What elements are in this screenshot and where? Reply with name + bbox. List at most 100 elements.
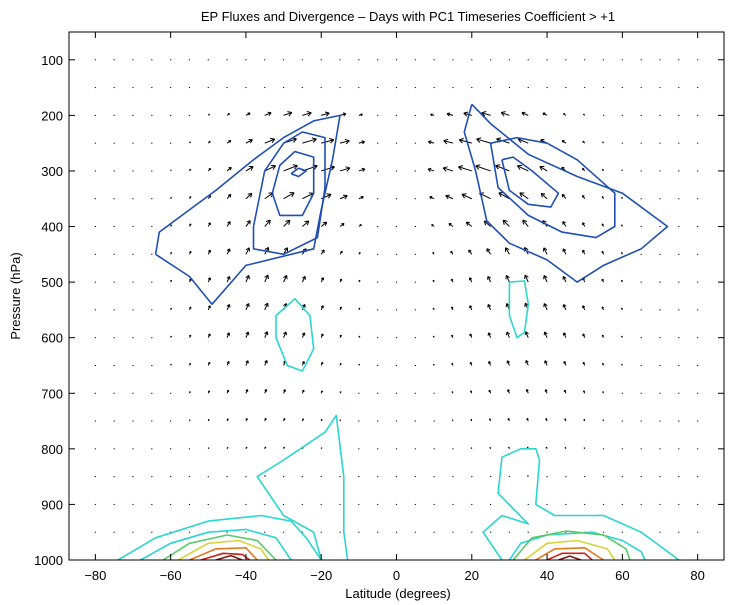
flux-arrow	[283, 219, 291, 227]
x-tick-label: 80	[690, 568, 704, 583]
flux-arrow	[448, 222, 454, 227]
flux-arrow	[339, 362, 342, 366]
flux-arrow	[170, 363, 172, 366]
flux-arrow	[432, 363, 435, 366]
flux-arrow	[320, 418, 323, 422]
contour-line-orange	[189, 547, 258, 560]
y-tick-label: 400	[41, 220, 63, 235]
flux-arrow	[583, 447, 586, 450]
flux-arrow	[207, 447, 210, 450]
flux-arrow	[189, 250, 192, 255]
flux-arrow	[432, 279, 435, 283]
flux-arrow	[470, 447, 473, 450]
x-tick-label: 20	[465, 568, 479, 583]
flux-arrow	[358, 113, 363, 117]
flux-arrow	[451, 419, 454, 422]
flux-arrow	[544, 389, 548, 394]
y-tick-label: 1000	[34, 553, 63, 568]
flux-arrow	[562, 248, 567, 255]
contour-line-yellow	[524, 539, 616, 560]
flux-arrow	[264, 219, 271, 227]
flux-arrow	[226, 140, 232, 144]
flux-arrow	[226, 166, 232, 172]
flux-arrow	[226, 221, 231, 227]
flux-arrow	[264, 475, 266, 477]
flux-arrow	[486, 248, 492, 255]
x-tick-label: −80	[84, 568, 106, 583]
flux-arrow	[245, 331, 250, 338]
flux-arrow	[245, 389, 249, 394]
flux-arrow	[245, 220, 251, 227]
flux-arrow	[226, 304, 231, 311]
chart-title: EP Fluxes and Divergence – Days with PC1…	[201, 9, 615, 24]
flux-arrow	[339, 222, 345, 227]
flux-arrow	[358, 224, 362, 227]
flux-arrow	[302, 111, 312, 117]
flux-arrow	[170, 307, 173, 311]
flux-arrow	[508, 446, 510, 450]
flux-arrow	[601, 362, 604, 366]
flux-arrow	[245, 139, 253, 144]
flux-arrow	[561, 193, 567, 200]
flux-arrow	[465, 221, 473, 227]
flux-arrow	[562, 221, 567, 227]
x-tick-label: −40	[235, 568, 257, 583]
flux-arrow	[320, 221, 328, 227]
flux-arrow	[207, 305, 211, 311]
flux-arrow	[320, 361, 324, 366]
flux-arrow	[469, 361, 473, 366]
flux-arrow	[506, 360, 510, 366]
flux-arrow	[189, 223, 192, 227]
flux-arrow	[226, 193, 232, 200]
flux-arrow	[207, 113, 210, 116]
flux-arrow	[489, 446, 492, 450]
flux-arrow	[264, 417, 267, 422]
plot-frame	[68, 31, 725, 561]
flux-arrow	[450, 306, 454, 311]
contour-line-cyan	[275, 298, 315, 372]
contour-line-cyan	[140, 528, 292, 560]
flux-arrow	[189, 306, 192, 311]
flux-arrow	[543, 275, 548, 283]
flux-arrow	[264, 274, 269, 283]
flux-arrow	[431, 224, 435, 227]
contour-line-blue	[489, 136, 616, 239]
flux-arrow	[582, 361, 586, 366]
flux-arrow	[543, 247, 548, 255]
flux-arrow	[283, 275, 288, 283]
flux-arrow	[339, 334, 342, 338]
flux-arrow	[301, 275, 306, 283]
flux-arrow	[582, 333, 586, 338]
flux-arrow	[245, 275, 250, 283]
flux-arrow	[450, 250, 454, 255]
flux-arrow	[321, 137, 335, 144]
flux-arrow	[539, 165, 548, 172]
flux-arrow	[621, 196, 623, 199]
flux-arrow	[189, 141, 191, 144]
flux-arrow	[283, 389, 286, 394]
flux-arrow	[524, 331, 529, 338]
flux-arrow	[358, 335, 361, 338]
flux-arrow	[170, 196, 172, 199]
flux-arrow	[339, 250, 343, 255]
flux-arrow	[339, 112, 347, 117]
flux-arrow	[470, 418, 473, 422]
flux-arrow	[620, 307, 623, 311]
flux-arrow	[321, 165, 335, 172]
flux-arrow	[301, 389, 305, 394]
flux-arrow	[207, 140, 211, 144]
y-tick-label: 500	[41, 275, 63, 290]
flux-arrow	[283, 331, 287, 338]
flux-arrow	[601, 334, 604, 338]
flux-arrow	[207, 222, 211, 227]
contour-line-cyan	[508, 531, 646, 560]
flux-arrow	[621, 224, 623, 227]
flux-arrow	[207, 361, 211, 366]
y-tick-label: 200	[41, 108, 63, 123]
y-tick-label: 900	[41, 497, 63, 512]
flux-arrow	[264, 111, 272, 116]
contour-line-blue	[252, 131, 326, 256]
flux-arrow	[189, 362, 192, 366]
flux-arrow	[487, 275, 492, 283]
x-axis: −80 −60 −40 −20 0 20 40 60 80	[84, 32, 705, 583]
